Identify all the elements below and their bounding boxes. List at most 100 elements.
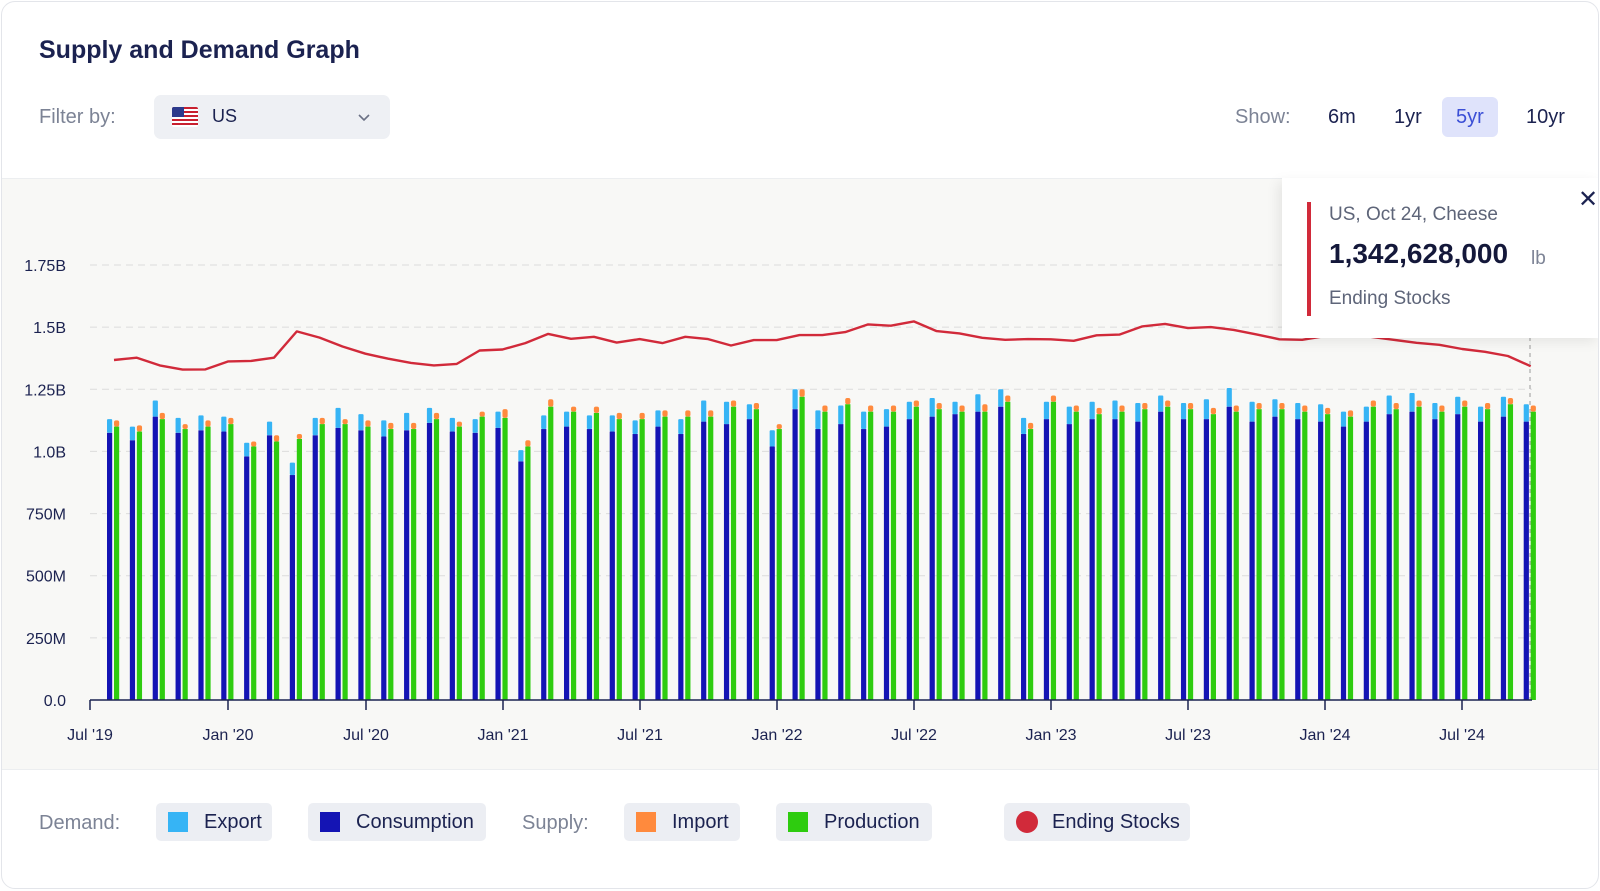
consumption-bar [1089,419,1095,700]
consumption-bar [107,432,113,700]
demand-label: Demand: [39,812,121,834]
legend-consumption[interactable]: Consumption [308,803,486,841]
import-bar [525,440,531,447]
export-bar [998,389,1004,407]
export-bar [1180,402,1187,420]
legend-ending-stocks[interactable]: Ending Stocks [1004,803,1190,841]
export-bar [655,410,661,427]
production-bar [182,429,188,700]
export-bar [815,410,821,430]
export-bar [1112,400,1118,420]
production-bar [685,416,691,700]
consumption-bar [1409,411,1415,700]
consumption-bar [655,426,661,700]
consumption-bar [632,434,638,700]
consumption-bar [518,461,524,700]
export-bar [152,400,158,417]
import-bar [365,420,371,427]
import-bar [1119,405,1125,412]
production-bar [525,446,531,700]
tooltip-heading: US, Oct 24, Cheese [1329,204,1498,225]
legend-export[interactable]: Export [156,803,272,841]
production-bar [982,411,988,700]
import-bar [342,419,348,425]
production-bar [799,396,805,700]
close-icon[interactable]: ✕ [1578,186,1599,213]
production-bar [502,417,508,700]
range-5yr-button[interactable]: 5yr [1442,97,1498,137]
production-bar [913,406,919,700]
import-bar [114,420,120,427]
production-bar [1325,414,1331,700]
production-bar [1233,411,1239,700]
legend-import[interactable]: Import [624,803,740,841]
export-bar [678,419,684,435]
import-bar [1325,407,1331,415]
import-bar [776,424,782,430]
consumption-bar [906,419,912,700]
export-bar [221,416,227,432]
export-bar [1272,399,1278,417]
import-bar [1142,402,1148,410]
import-bar [685,410,691,417]
export-bar [175,417,181,433]
country-filter-select[interactable]: US [154,95,390,139]
production-bar [251,446,257,700]
consumption-bar [586,429,593,700]
consumption-bar [198,430,204,700]
production-bar [662,416,668,700]
consumption-bar [1478,421,1484,700]
consumption-bar [883,426,890,700]
export-bar [381,420,387,437]
export-bar [129,426,136,441]
production-bar [845,404,851,700]
y-tick-label: 1.75B [24,258,66,275]
consumption-bar [495,427,501,700]
import-bar [1096,407,1102,415]
import-bar [1165,400,1171,407]
consumption-bar [312,435,318,700]
consumption-bar [861,429,867,700]
import-bar [1485,402,1491,410]
legend-production[interactable]: Production [776,803,932,841]
x-tick-label: Jul '24 [1439,727,1485,744]
production-bar [753,409,759,700]
production-bar [1416,406,1422,700]
export-bar [586,415,593,430]
import-bar [959,405,965,412]
import-bar [228,417,234,425]
export-bar [1021,417,1027,435]
consumption-bar [1066,424,1072,700]
production-bar [479,416,485,700]
production-bar [1142,409,1148,700]
import-bar [1210,407,1216,415]
range-1yr-button[interactable]: 1yr [1394,106,1422,128]
range-10yr-button[interactable]: 10yr [1526,106,1565,128]
data-tooltip: US, Oct 24, Cheese 1,342,628,000 lb Endi… [1282,178,1599,338]
supply-demand-chart: 0.0 250M 500M 750M 1.0B 1.25B 1.5B 1.75B Jul '19… [24,258,1536,744]
consumption-bar [929,416,935,700]
production-bar [136,431,143,700]
export-bar [1043,401,1050,420]
production-bar [365,426,371,700]
consumption-bar [952,414,958,700]
export-bar [358,414,364,431]
x-tick-label: Jan '23 [1025,727,1076,744]
export-bar [838,405,844,425]
x-tick-label: Jul '23 [1165,727,1211,744]
us-flag-icon [172,107,198,127]
production-bar [296,439,302,700]
range-6m-button[interactable]: 6m [1328,106,1356,128]
y-tick-label: 1.5B [33,320,66,337]
production-bar [159,419,165,700]
export-bar [1363,406,1369,422]
export-bar [426,407,433,423]
import-bar [753,402,759,410]
production-bar [456,426,462,700]
plot-area: 0.0 250M 500M 750M 1.0B 1.25B 1.5B 1.75B Jul '19… [2,178,1598,770]
y-tick-label: 1.0B [33,444,66,461]
export-bar [198,415,204,431]
import-bar [182,424,188,430]
export-bar [1432,402,1438,420]
import-bar [1347,410,1354,417]
